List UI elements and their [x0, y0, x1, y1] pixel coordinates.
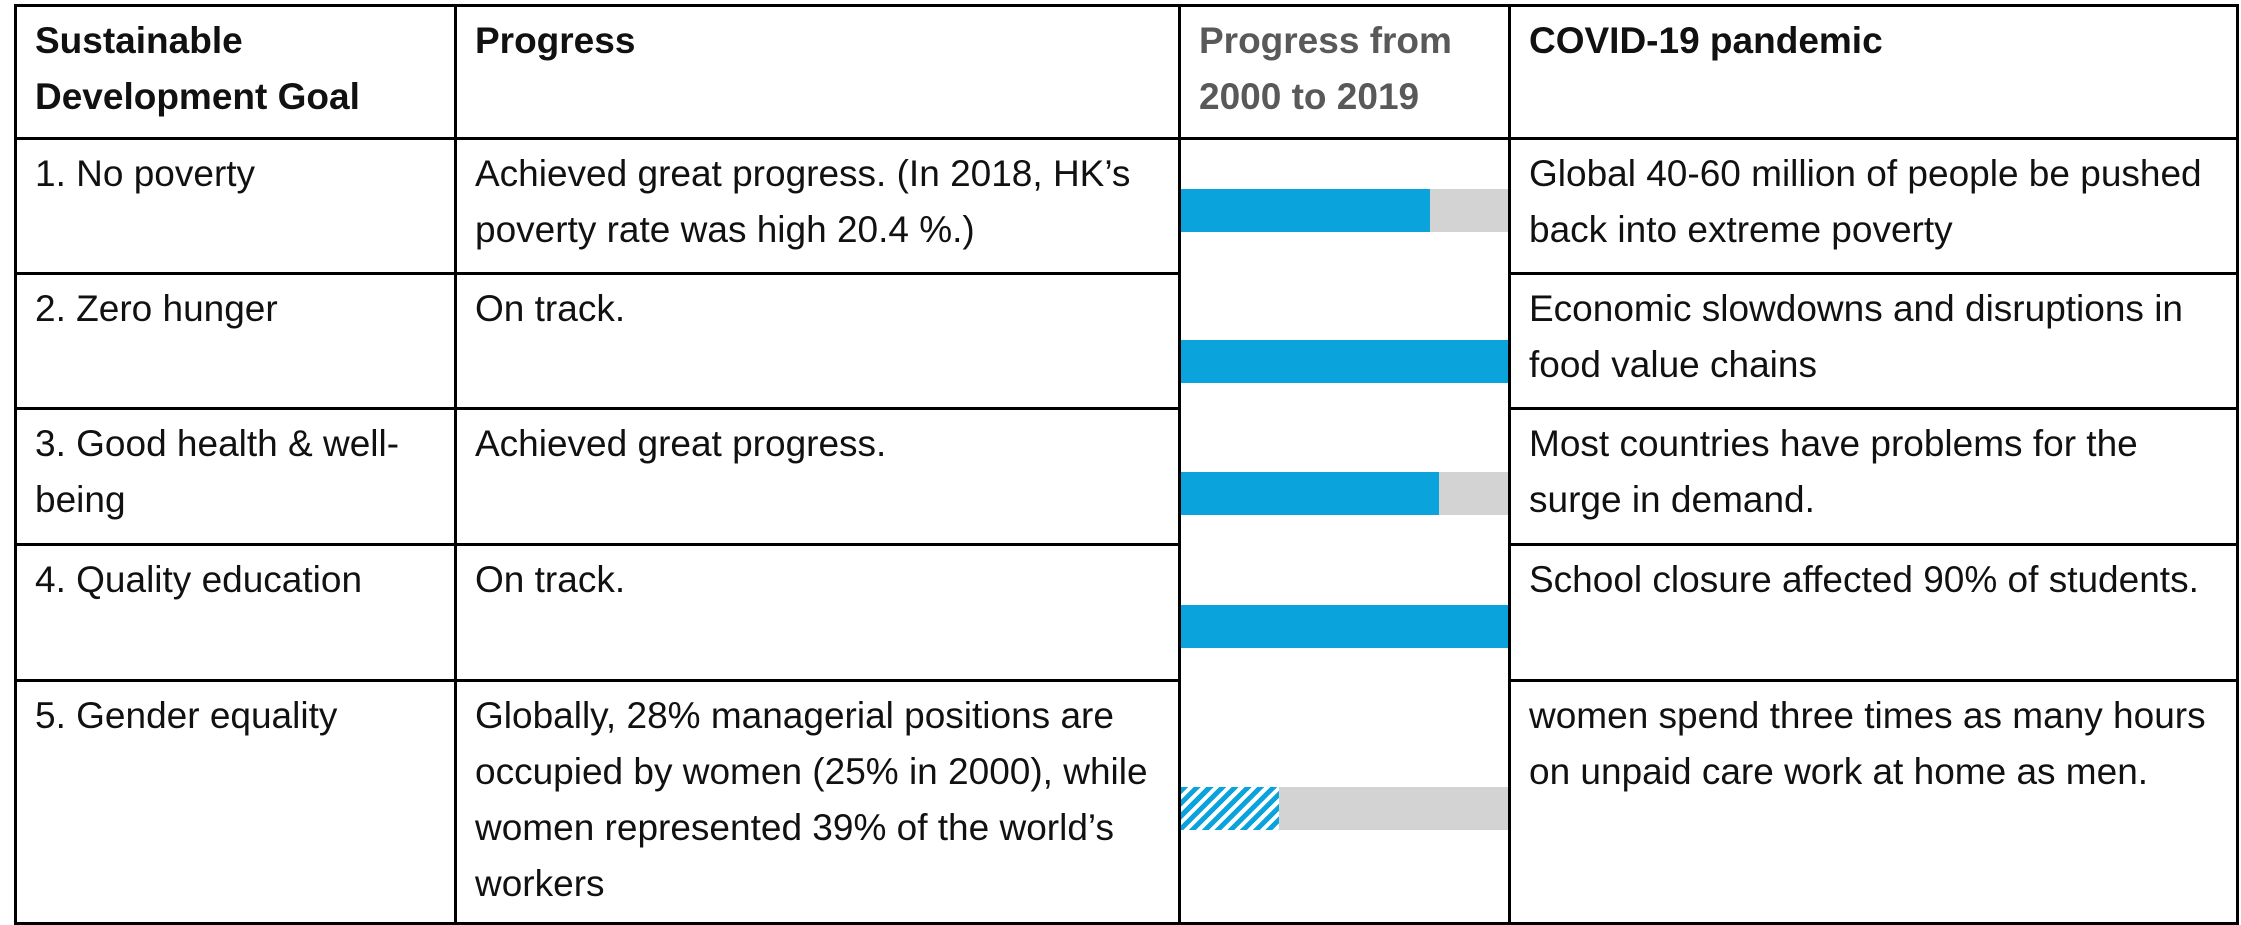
covid-cell: Most countries have problems for the sur… [1508, 407, 2239, 546]
goal-cell: 4. Quality education [14, 543, 457, 682]
progress-track [1182, 189, 1507, 232]
table-row: 2. Zero hunger On track. Economic slowdown… [14, 272, 2239, 410]
table-row: 5. Gender equality Globally, 28% manageri… [14, 679, 2239, 925]
covid-cell: Global 40-60 million of people be pushed… [1508, 137, 2239, 275]
progress-track [1182, 786, 1507, 830]
covid-cell: women spend three times as many hours on… [1508, 679, 2239, 925]
goal-cell: 1. No poverty [14, 137, 457, 275]
progress-bar [1182, 339, 1507, 383]
progress-cell: Globally, 28% managerial positions are o… [454, 679, 1181, 925]
progress-cell: On track. [454, 543, 1181, 682]
progress-cell: On track. [454, 272, 1181, 410]
bar-cell [1178, 680, 1511, 925]
table-row: 1. No poverty Achieved great progress. (I… [14, 137, 2239, 275]
header-cell: Sustainable Development Goal [14, 4, 457, 140]
progress-bar [1182, 189, 1430, 232]
goal-cell: 5. Gender equality [14, 679, 457, 925]
progress-bar [1182, 786, 1280, 830]
progress-bar [1182, 471, 1440, 515]
progress-track [1182, 339, 1507, 383]
bar-cell [1178, 138, 1511, 274]
goal-cell: 2. Zero hunger [14, 272, 457, 410]
bar-cell [1178, 544, 1511, 681]
header-cell: Progress from 2000 to 2019 [1178, 4, 1511, 140]
progress-cell: Achieved great progress. (In 2018, HK’s … [454, 137, 1181, 275]
bar-cell [1178, 408, 1511, 545]
sdg-table: Sustainable Development Goal Progress Pr… [14, 4, 2239, 925]
header-row: Sustainable Development Goal Progress Pr… [14, 4, 2239, 140]
goal-cell: 3. Good health & well-being [14, 407, 457, 546]
table-row: 3. Good health & well-being Achieved grea… [14, 407, 2239, 546]
covid-cell: Economic slowdowns and disruptions in fo… [1508, 272, 2239, 410]
covid-cell: School closure affected 90% of students. [1508, 543, 2239, 682]
progress-bar [1182, 604, 1507, 648]
header-cell: Progress [454, 4, 1181, 140]
progress-track [1182, 604, 1507, 648]
progress-track [1182, 471, 1507, 515]
table-body: 1. No poverty Achieved great progress. (I… [14, 137, 2239, 925]
progress-cell: Achieved great progress. [454, 407, 1181, 546]
header-cell: COVID-19 pandemic [1508, 4, 2239, 140]
table-row: 4. Quality education On track. School clos… [14, 543, 2239, 682]
bar-cell [1178, 273, 1511, 409]
